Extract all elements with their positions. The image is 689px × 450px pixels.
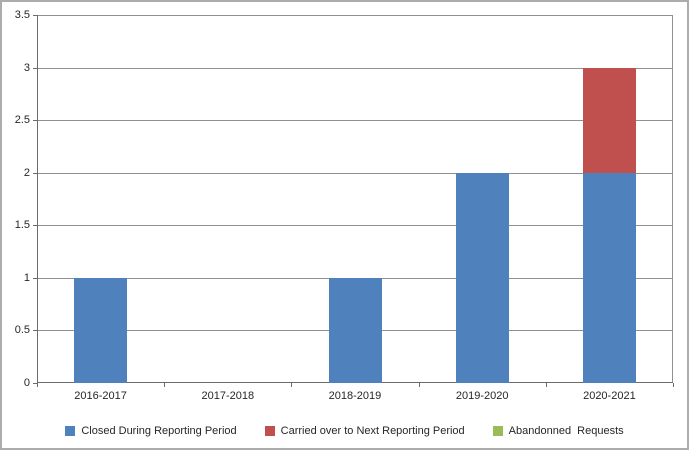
bar-segment [582,172,636,383]
y-axis-tick [33,330,37,332]
y-axis-tick-label: 0 [23,377,30,389]
x-axis-category-label: 2016-2017 [74,390,127,402]
legend-marker [492,426,503,436]
y-axis-tick-label: 2 [23,166,30,179]
bar-segment [328,277,382,383]
gridline [37,172,673,174]
y-axis-tick [33,383,37,384]
legend-label: Closed During Reporting Period [81,425,237,437]
x-axis-tick [291,383,293,387]
y-axis-tick-label: 1 [23,271,30,284]
bar-segment [74,277,128,383]
y-axis-tick [33,67,37,69]
bar-segment [455,172,509,383]
y-axis-line [37,15,38,383]
x-axis-category-label: 2018-2019 [328,390,382,402]
y-axis-tick [33,172,37,174]
legend-item: Abandonned Requests [492,424,624,438]
x-axis-category-label: 2020-2021 [583,390,636,402]
x-axis-category-label: 2019-2020 [455,390,509,402]
x-axis-tick [418,383,420,387]
x-axis-category-label: 2017-2018 [201,390,255,402]
y-axis-tick-label: 3.5 [14,9,30,21]
gridline [37,225,673,227]
legend: Closed During Reporting Period Carried ov… [2,423,687,439]
y-axis-tick-label: 1.5 [14,219,30,232]
y-axis-tick-label: 2.5 [14,114,30,127]
plot-area [37,15,673,383]
y-axis-tick [33,120,37,122]
x-axis-tick [164,383,166,387]
gridline [37,120,673,122]
y-axis-tick-label: 0.5 [14,324,30,337]
gridline [37,15,673,16]
x-axis-tick [545,383,547,387]
y-axis-tick [33,225,37,227]
legend-item: Carried over to Next Reporting Period [264,424,465,438]
y-axis-tick-label: 3 [23,61,30,74]
plot-right-border [672,15,673,383]
legend-marker [65,426,76,436]
y-axis-tick [33,277,37,279]
x-axis-tick [673,383,674,387]
gridline [37,67,673,69]
x-axis-tick [37,383,38,387]
bar-segment [582,67,636,173]
legend-label: Carried over to Next Reporting Period [280,425,465,437]
y-axis-tick [33,15,37,16]
legend-label: Abandonned Requests [508,425,624,437]
legend-item: Closed During Reporting Period [65,424,237,438]
legend-marker [264,426,275,436]
